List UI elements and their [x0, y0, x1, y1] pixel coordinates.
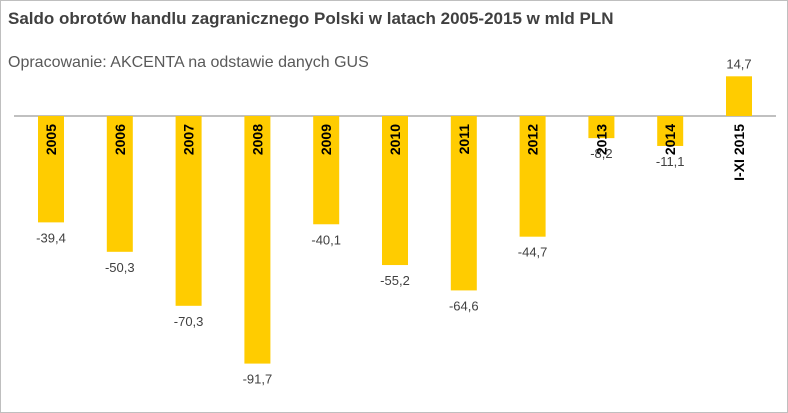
value-label-2007: -70,3	[174, 314, 204, 329]
chart-title: Saldo obrotów handlu zagranicznego Polsk…	[8, 9, 614, 28]
category-label-2008: 2008	[249, 124, 265, 155]
value-label-2005: -39,4	[36, 230, 66, 245]
bar-2007	[175, 116, 202, 306]
category-label-2013: 2013	[593, 124, 609, 155]
value-label-2013: -8,2	[590, 146, 612, 161]
category-label-2011: 2011	[456, 124, 472, 155]
value-label-2011: -64,6	[449, 298, 479, 313]
bar-2006	[106, 116, 133, 252]
chart-subtitle: Opracowanie: AKCENTA na odstawie danych …	[8, 54, 369, 71]
category-label-2009: 2009	[318, 124, 334, 155]
bar-2012	[519, 116, 546, 237]
value-label-2009: -40,1	[311, 232, 341, 247]
bar-2005	[38, 116, 64, 223]
value-label-2008: -91,7	[243, 372, 273, 387]
value-label-2006: -50,3	[105, 260, 135, 275]
bar-2011	[450, 116, 477, 291]
category-label-2006: 2006	[112, 124, 128, 155]
bar-2009	[313, 116, 340, 225]
value-label-2012: -44,7	[518, 245, 548, 260]
bar-I-XI-2015	[726, 76, 752, 116]
value-label-2010: -55,2	[380, 273, 410, 288]
bar-2010	[382, 116, 408, 266]
category-label-2014: 2014	[662, 124, 678, 155]
value-label-I-XI-2015: 14,7	[726, 56, 751, 71]
bar-2008	[244, 116, 271, 364]
category-label-2010: 2010	[387, 124, 403, 155]
category-label-2007: 2007	[181, 124, 197, 155]
bar-2013	[588, 116, 615, 139]
value-label-2014: -11,1	[656, 154, 685, 169]
category-label-2005: 2005	[43, 124, 59, 155]
bar-2014	[657, 116, 684, 146]
category-label-2012: 2012	[525, 124, 541, 155]
category-label-I-XI-2015: I-XI 2015	[731, 124, 747, 181]
